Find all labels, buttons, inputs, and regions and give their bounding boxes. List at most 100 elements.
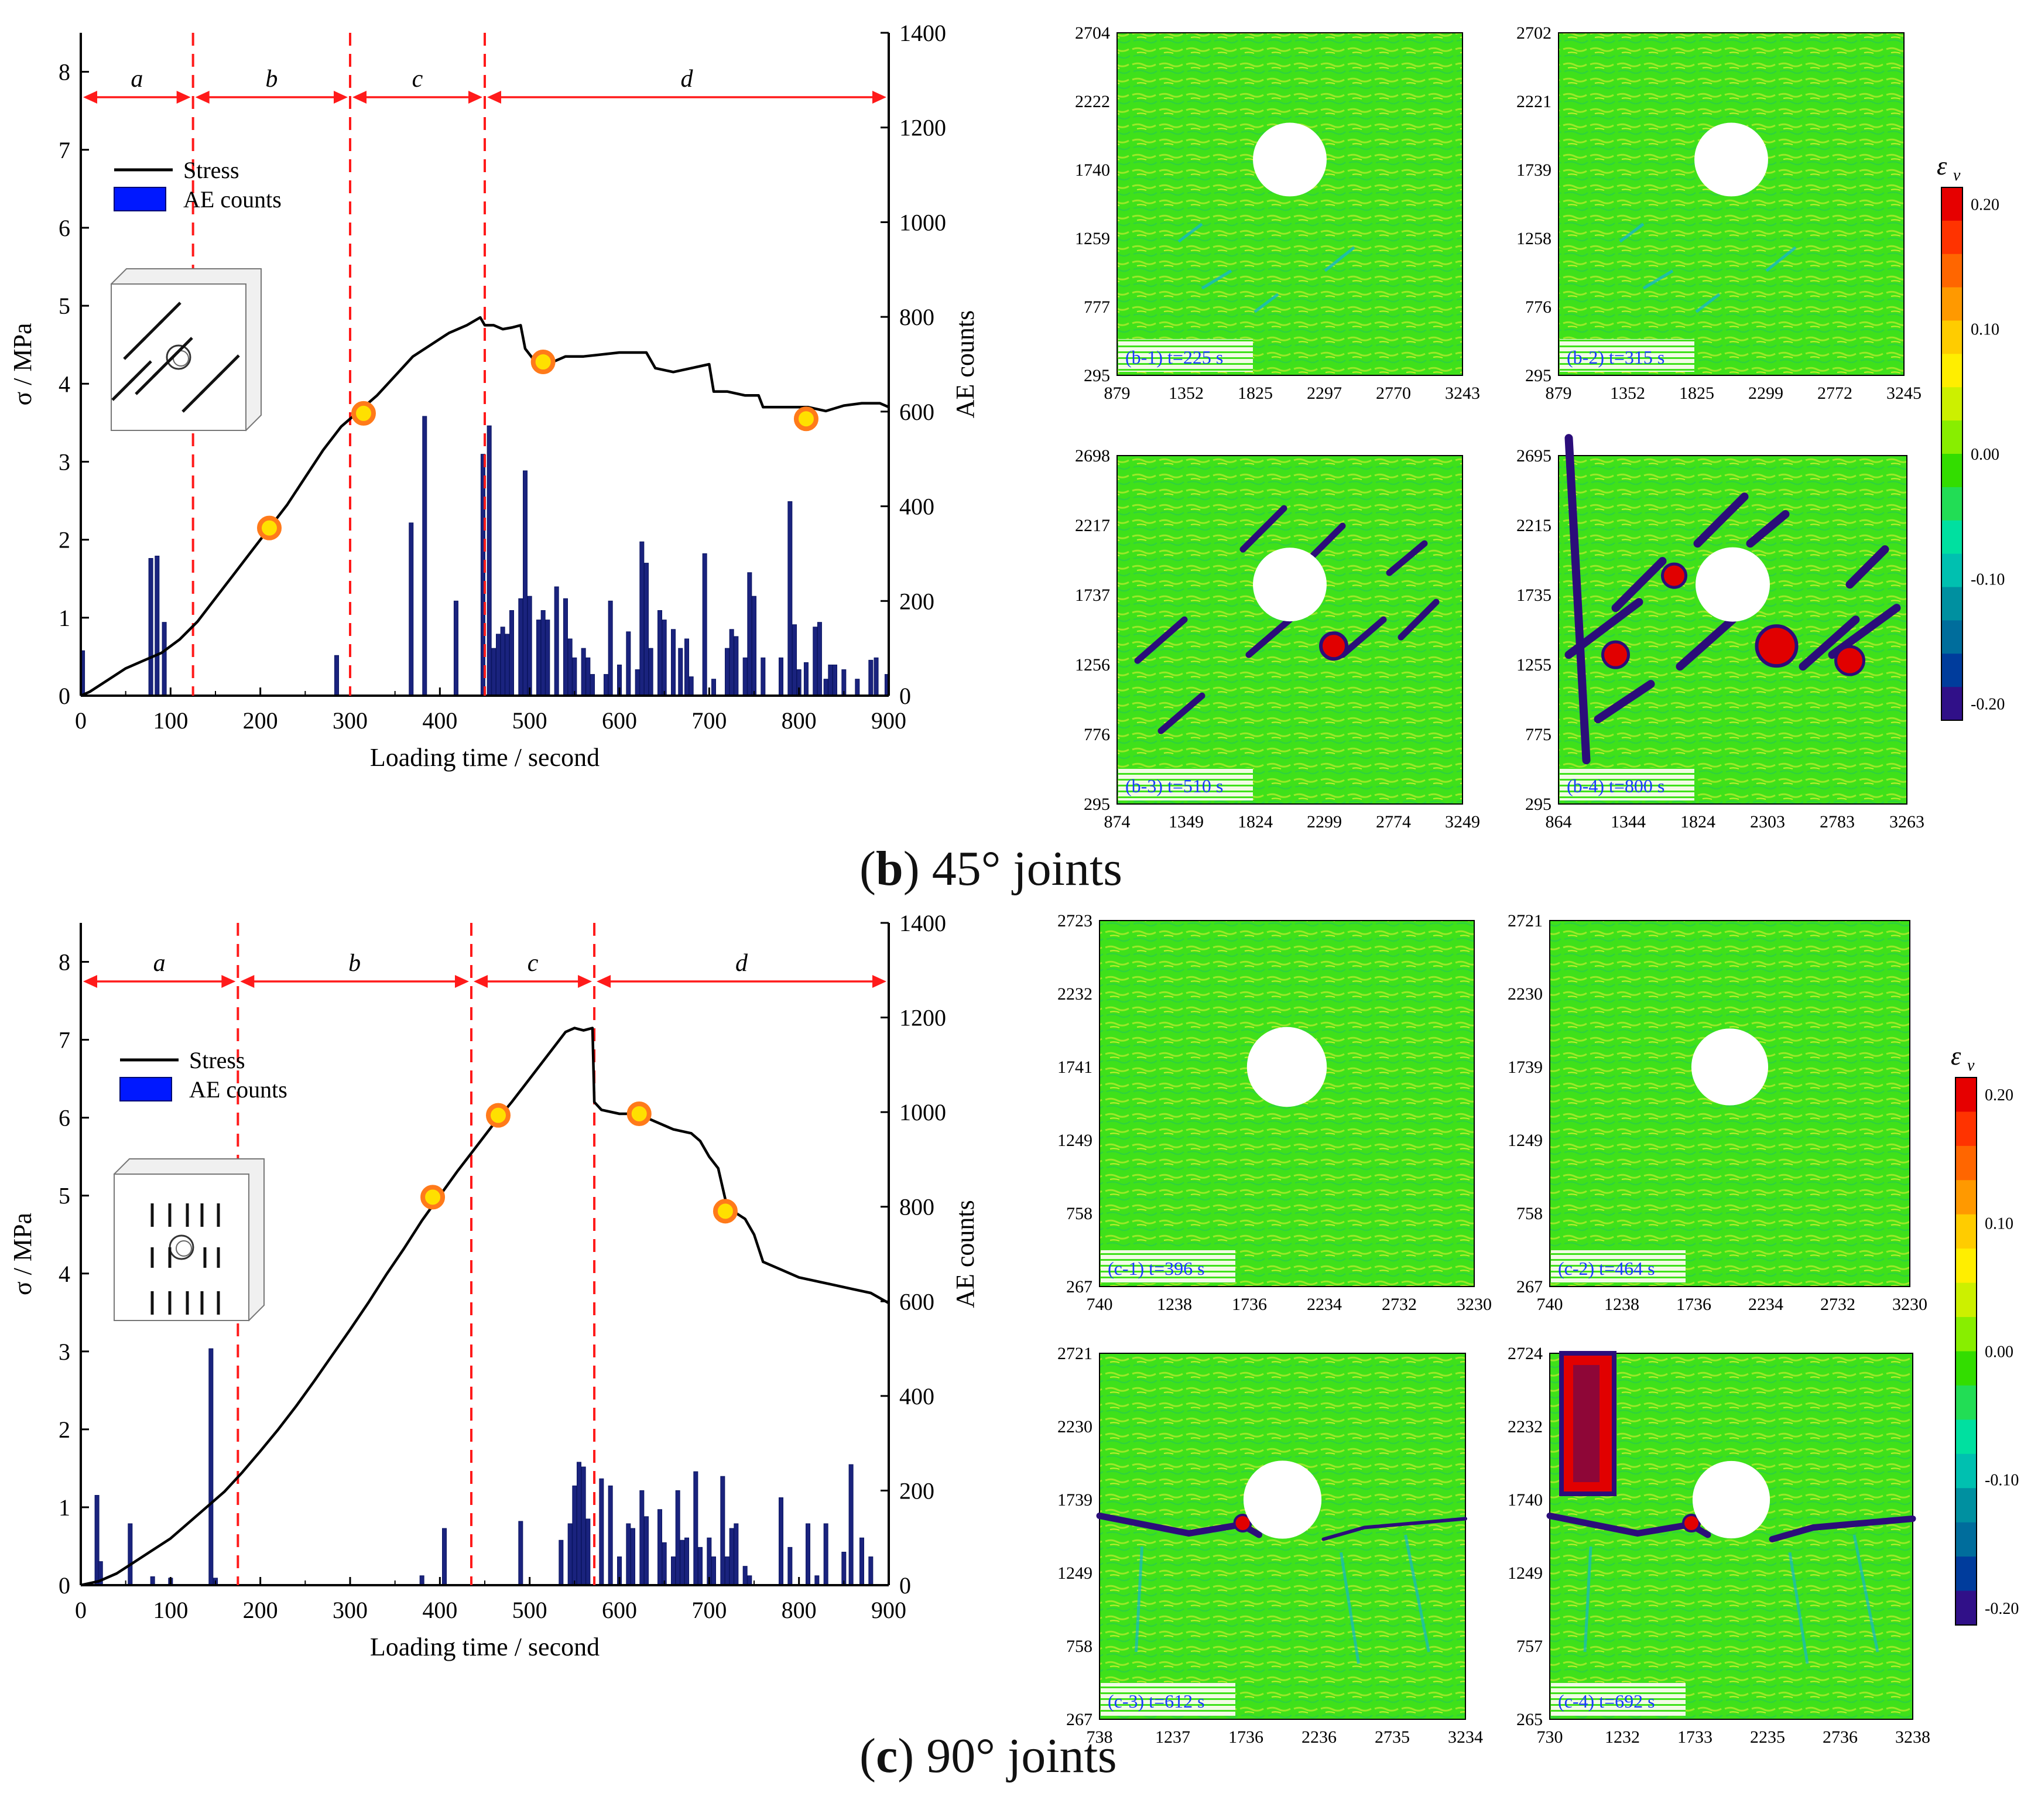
time-label: (b-1) t=225 s <box>1125 347 1223 368</box>
ae-bar <box>480 454 485 696</box>
stage-arrow-head-right <box>578 975 592 988</box>
time-label: (c-4) t=692 s <box>1558 1691 1655 1712</box>
stress-line <box>80 1027 890 1587</box>
ae-bar <box>841 1551 847 1586</box>
ae-bar <box>734 1523 739 1586</box>
panel-y-tick-label: 2698 <box>1075 446 1110 466</box>
stage-arrow-head-right <box>468 91 482 104</box>
x-tick-label: 100 <box>153 707 188 734</box>
ae-bar <box>868 1556 874 1586</box>
ae-bar <box>747 572 752 696</box>
stress-marker <box>530 350 556 375</box>
stage-arrow-head-left <box>83 975 97 988</box>
ae-bar <box>779 657 783 696</box>
panel-x-tick-label: 2736 <box>1823 1727 1858 1747</box>
panel-y-tick-label: 1249 <box>1057 1564 1092 1583</box>
panel-y-tick-label: 2721 <box>1057 1344 1092 1363</box>
panel-y-tick-label: 1249 <box>1508 1131 1543 1150</box>
colorbar-tick-label: 0.00 <box>1985 1343 2013 1361</box>
crack-major <box>1546 1513 1711 1538</box>
ae-bar <box>828 664 833 696</box>
panel-x-tick-label: 740 <box>1087 1295 1113 1314</box>
panel-y-tick-label: 1255 <box>1516 655 1551 675</box>
y-left-tick-label: 7 <box>59 1027 70 1053</box>
specimen-face <box>114 1174 249 1321</box>
colorbar-cell <box>1941 553 1962 587</box>
ae-bar <box>823 1523 828 1586</box>
ae-bar <box>813 627 818 696</box>
panel-x-tick-label: 879 <box>1546 384 1572 403</box>
panel-y-tick-label: 1249 <box>1508 1564 1543 1583</box>
caption-c: (c) 90° joints <box>859 1729 1117 1783</box>
panel-y-tick-label: 295 <box>1525 366 1551 385</box>
y-left-tick-label: 5 <box>59 293 70 319</box>
y-left-tick-label: 7 <box>59 137 70 163</box>
legend-ae-swatch <box>114 187 166 211</box>
crack-major <box>1676 615 1737 671</box>
stress-marker <box>420 1185 446 1210</box>
crack-major <box>1386 540 1428 576</box>
stage-arrow-head-left <box>195 91 210 104</box>
panel-y-tick-label: 2232 <box>1508 1417 1543 1436</box>
time-label-bg <box>1551 1250 1686 1283</box>
crack-minor <box>1135 1546 1143 1653</box>
panel-y-tick-label: 758 <box>1516 1204 1543 1223</box>
specimen-hole <box>166 344 191 370</box>
colorbar-cell <box>1955 1488 1977 1523</box>
x-axis-label: Loading time / second <box>370 1633 600 1661</box>
stress-marker <box>793 406 818 432</box>
stage-arrow-head-right <box>221 975 236 988</box>
ae-bar <box>734 636 739 696</box>
crack-major <box>1096 1513 1262 1538</box>
colorbar-cell <box>1941 320 1962 354</box>
panel-x-tick-label: 3263 <box>1889 812 1924 832</box>
time-label-bg <box>1118 768 1253 800</box>
damage-zone <box>1601 640 1630 669</box>
time-label-bg <box>1118 339 1253 372</box>
colorbar-tick-label: 0.10 <box>1971 321 1999 339</box>
ae-bar <box>868 659 874 696</box>
panel-x-tick-label: 3249 <box>1445 812 1480 832</box>
panel-x-tick-label: 738 <box>1087 1727 1113 1747</box>
colorbar-cell <box>1941 487 1962 521</box>
ae-bar <box>678 648 683 696</box>
panel-y-tick-label: 2230 <box>1508 984 1543 1004</box>
panel-x-tick-label: 2236 <box>1302 1727 1337 1747</box>
crack-major <box>1693 492 1749 548</box>
colorbar-b: ε v 0.20 0.10 0.00 -0.10 -0.20 <box>1937 152 2005 721</box>
ae-bar <box>585 657 591 696</box>
colorbar-title-sub: v <box>1953 166 1961 184</box>
stage-arrow-head-left <box>597 975 611 988</box>
y-right-tick-label: 1400 <box>899 20 946 46</box>
y-left-axis-label: σ / MPa <box>8 1213 37 1295</box>
stage-arrow-head-left <box>83 91 97 104</box>
ae-bar <box>848 1464 854 1586</box>
y-right-tick-label: 0 <box>899 683 911 709</box>
colorbar-tick-label: 0.20 <box>1971 196 1999 214</box>
panel-x-tick-label: 1736 <box>1676 1295 1711 1314</box>
ae-bar <box>581 1466 586 1586</box>
panel-y-tick-label: 757 <box>1516 1637 1543 1656</box>
crack-major <box>1157 692 1205 734</box>
colorbar-tick-label: -0.10 <box>1971 570 2005 589</box>
ae-bar <box>604 674 608 696</box>
x-tick-label: 900 <box>871 707 906 734</box>
legend-stress-label: Stress <box>183 157 239 183</box>
crack-major <box>1310 522 1346 559</box>
colorbar-cell <box>1941 287 1962 321</box>
crack-minor <box>1201 269 1232 290</box>
borehole <box>1253 122 1327 197</box>
panel-x-tick-label: 874 <box>1104 812 1131 832</box>
panel-y-tick-label: 776 <box>1084 725 1110 744</box>
time-label-bg <box>1560 768 1694 800</box>
x-tick-label: 600 <box>602 1597 637 1623</box>
crack-minor <box>1788 1552 1809 1664</box>
ae-bar <box>585 1518 591 1586</box>
ae-bar <box>155 555 160 696</box>
panel-x-tick-label: 2774 <box>1376 812 1411 832</box>
crack-minor <box>1765 246 1797 272</box>
